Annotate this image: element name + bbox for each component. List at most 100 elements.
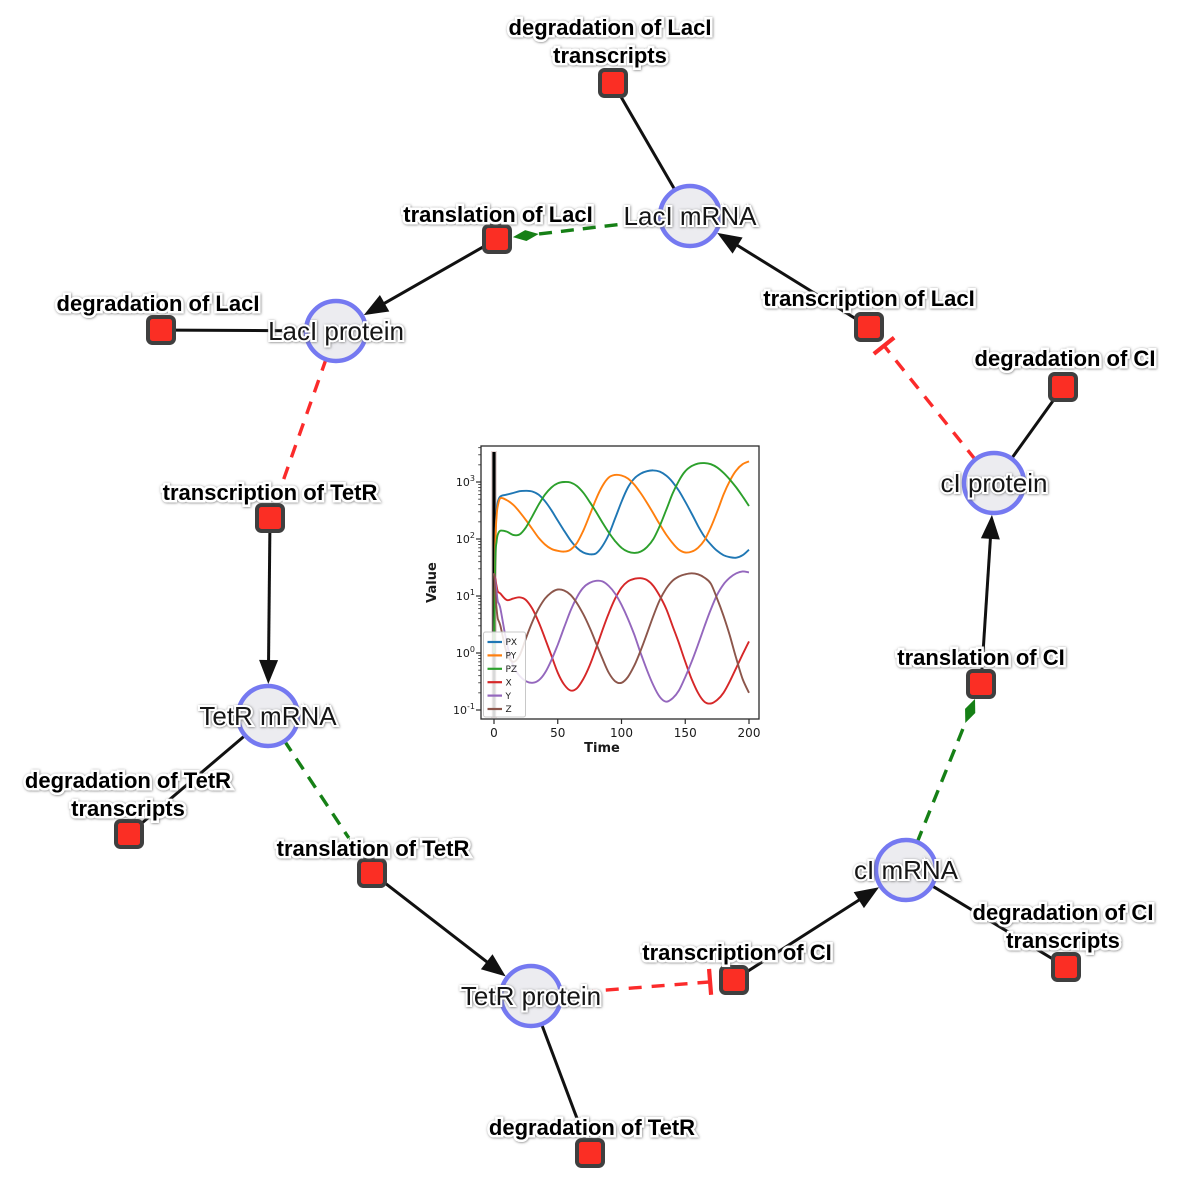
reaction-square[interactable] <box>255 503 285 533</box>
reaction-square[interactable] <box>1051 952 1081 982</box>
reaction-node-deg_laci_tx: degradation of LacI transcripts <box>506 13 714 98</box>
product-link <box>980 534 993 672</box>
edge-ci_protein-deg_ci <box>1009 396 1057 461</box>
reaction-label: translation of TetR <box>274 834 472 864</box>
species-label: LacI mRNA <box>624 201 758 231</box>
species-node-tetr_protein: TetR protein <box>459 963 603 1029</box>
reaction-node-transcription_ci: transcription of CI <box>640 938 834 995</box>
reaction-label: degradation of CI <box>972 344 1158 374</box>
edge-translation_tetr-tetr_protein <box>381 879 506 977</box>
reaction-label: transcription of LacI <box>761 284 977 314</box>
reaction-square[interactable] <box>1048 372 1078 402</box>
species-circle[interactable] <box>961 450 1027 516</box>
reaction-square[interactable] <box>482 224 512 254</box>
x-tick-label: 0 <box>490 726 498 740</box>
species-node-laci_mrna: LacI mRNA <box>622 183 759 249</box>
x-tick-label: 200 <box>738 726 761 740</box>
chart-legend: PX PY PZ XYZ <box>483 631 526 718</box>
species-circle[interactable] <box>303 298 369 364</box>
edge-tetr_protein-transcription_ci <box>559 968 714 996</box>
species-node-ci_protein: cI protein <box>939 450 1049 516</box>
reaction-square[interactable] <box>114 819 144 849</box>
x-tick-label: 50 <box>550 726 565 740</box>
arrowhead-icon <box>363 294 390 316</box>
reaction-label-line: degradation of LacI <box>509 15 712 40</box>
arrowhead-icon <box>259 659 279 685</box>
inhibition-link <box>882 344 978 462</box>
legend-label-PY: PY <box>506 652 517 662</box>
reaction-label-line: degradation of TetR <box>25 768 231 793</box>
reaction-node-deg_ci_tx: degradation of CI transcripts <box>970 898 1156 982</box>
edge-laci_mrna-deg_laci_tx <box>618 93 677 192</box>
reaction-node-translation_ci: translation of CI <box>895 643 1067 699</box>
reaction-node-deg_tetr: degradation of TetR <box>486 1113 698 1168</box>
reaction-square[interactable] <box>966 669 996 699</box>
reaction-label: degradation of TetR transcripts <box>22 766 233 824</box>
species-circle[interactable] <box>498 963 564 1029</box>
reactant-link <box>137 733 247 827</box>
modifier-diamond-icon <box>348 837 364 860</box>
reaction-node-deg_tetr_tx: degradation of TetR transcripts <box>22 766 234 849</box>
species-node-ci_mrna: cI mRNA <box>852 837 961 903</box>
reaction-label: degradation of LacI transcripts <box>506 13 714 71</box>
reaction-square[interactable] <box>598 68 628 98</box>
reaction-node-translation_laci: translation of LacI <box>401 200 595 254</box>
reactant-link <box>173 328 308 333</box>
product-link <box>733 242 859 322</box>
legend-label-Y: Y <box>505 692 512 702</box>
arrowhead-icon <box>480 954 506 977</box>
edge-translation_laci-laci_protein <box>363 244 487 316</box>
reaction-label-line: degradation of LacI <box>57 291 260 316</box>
species-circle[interactable] <box>235 683 301 749</box>
edges-layer <box>137 93 1057 1142</box>
reactant-link <box>930 883 1056 962</box>
product-link <box>380 244 487 307</box>
edge-laci_mrna-translation_laci <box>512 217 662 242</box>
legend-label-X: X <box>506 678 512 688</box>
chart-series-group <box>493 460 750 705</box>
reaction-label-line: transcripts <box>553 43 667 68</box>
reaction-label-line: degradation of CI <box>975 346 1156 371</box>
reactant-link <box>1009 396 1057 461</box>
species-circle[interactable] <box>657 183 723 249</box>
edge-laci_protein-deg_laci <box>173 328 308 333</box>
reaction-label: degradation of TetR <box>486 1113 697 1143</box>
x-tick-label: 150 <box>674 726 697 740</box>
reactant-link <box>539 1022 587 1142</box>
reaction-label: translation of LacI <box>401 200 595 230</box>
species-node-laci_protein: LacI protein <box>266 298 406 364</box>
reaction-label-line: transcripts <box>71 796 185 821</box>
product-link <box>267 530 272 665</box>
arrowhead-icon <box>717 232 743 254</box>
reaction-square[interactable] <box>854 312 884 342</box>
arrowhead-icon <box>980 514 1000 540</box>
reactant-link <box>618 93 677 192</box>
arrowhead-icon <box>853 887 880 909</box>
modifier-link <box>282 739 351 839</box>
reaction-label-line: translation of CI <box>897 645 1064 670</box>
edge-tetr_protein-deg_tetr <box>539 1022 587 1142</box>
species-circle[interactable] <box>873 837 939 903</box>
legend-label-PZ: PZ <box>506 665 518 675</box>
modifier-link <box>915 722 967 844</box>
edge-ci_protein-transcription_laci <box>872 335 978 462</box>
y-tick-label: 103 <box>456 474 475 489</box>
y-tick-label: 101 <box>456 588 475 603</box>
y-axis: 103 102 101 100 10-1 Value <box>425 447 481 717</box>
reaction-label-line: transcription of LacI <box>763 286 974 311</box>
x-axis: 0 50 100 150 200 Time <box>490 719 760 756</box>
inhibition-link <box>559 980 711 996</box>
reaction-node-deg_laci: degradation of LacI <box>54 289 262 345</box>
inhibition-tee-icon <box>872 335 896 356</box>
reaction-square[interactable] <box>719 965 749 995</box>
edge-tetr_mrna-deg_tetr_tx <box>137 733 247 827</box>
reaction-square[interactable] <box>357 858 387 888</box>
product-link <box>744 896 864 975</box>
reaction-square[interactable] <box>575 1138 605 1168</box>
y-axis-label: Value <box>425 562 440 603</box>
reaction-square[interactable] <box>146 315 176 345</box>
product-link <box>381 879 491 966</box>
reaction-label-line: transcription of TetR <box>163 480 378 505</box>
species-label: cI mRNA <box>854 855 959 885</box>
reaction-label-line: transcripts <box>1006 928 1120 953</box>
